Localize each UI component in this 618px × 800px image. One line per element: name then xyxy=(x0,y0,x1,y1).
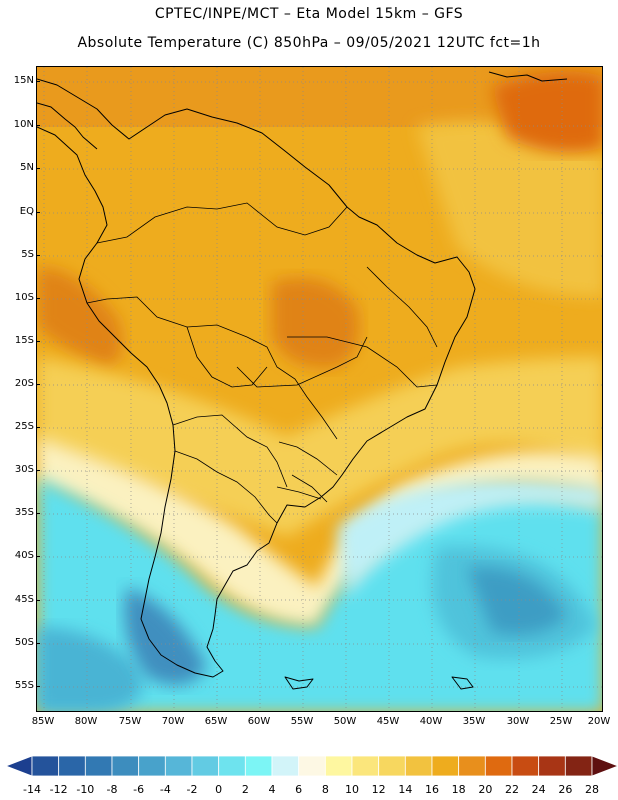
colorbar-label: -10 xyxy=(76,783,95,796)
colorbar-swatch xyxy=(564,755,593,777)
colorbar-swatch xyxy=(511,755,540,777)
coastlines xyxy=(37,71,568,690)
colorbar-label: 6 xyxy=(295,783,303,796)
lon-label-30w: 30W xyxy=(506,716,530,727)
lon-label-45w: 45W xyxy=(376,716,400,727)
colorbar-label: 0 xyxy=(215,783,223,796)
colorbar-label: -6 xyxy=(133,783,145,796)
colorbar-label: 10 xyxy=(345,783,359,796)
country-borders xyxy=(86,202,438,524)
lon-label-35w: 35W xyxy=(462,716,486,727)
temperature-map xyxy=(36,66,603,712)
colorbar-swatch xyxy=(298,755,326,777)
atlantic-coldest-patch xyxy=(467,566,567,635)
light-cyan-front xyxy=(337,480,602,597)
colorbar-label: 22 xyxy=(505,783,519,796)
colorbar-label: 16 xyxy=(425,783,439,796)
colorbar-label: 26 xyxy=(558,783,573,796)
colorbar-swatch xyxy=(138,755,166,777)
lon-label-65w: 65W xyxy=(204,716,228,727)
colorbar-swatch xyxy=(404,755,433,777)
colorbar-label: -14 xyxy=(23,783,41,796)
colorbar-swatch xyxy=(324,755,353,777)
atlantic-yellow-patch xyxy=(417,121,602,297)
map-title-line-2: Absolute Temperature (C) 850hPa – 09/05/… xyxy=(77,35,541,51)
lon-label-60w: 60W xyxy=(247,716,271,727)
lat-label-55s: 55S xyxy=(4,680,40,691)
pacific-cold-patch xyxy=(37,627,142,711)
colorbar-label: -8 xyxy=(106,783,118,796)
colorbar-label: 20 xyxy=(478,783,493,796)
lon-label-55w: 55W xyxy=(290,716,314,727)
colorbar-label: -12 xyxy=(49,783,68,796)
graticule xyxy=(37,67,602,711)
colorbar-label: 8 xyxy=(321,783,329,796)
patagonia-cold-patch xyxy=(124,587,207,685)
colorbar-swatch xyxy=(31,755,60,777)
lat-label-25s: 25S xyxy=(4,421,40,432)
colorbar-label: -2 xyxy=(186,783,198,796)
colorbar-label: 14 xyxy=(398,783,413,796)
caribbean-hot-patch xyxy=(492,71,602,153)
lon-label-25w: 25W xyxy=(549,716,573,727)
lon-label-40w: 40W xyxy=(419,716,443,727)
colorbar-label: 24 xyxy=(531,783,546,796)
lon-label-70w: 70W xyxy=(161,716,185,727)
colorbar-swatch xyxy=(191,755,220,777)
lat-label-10s: 10S xyxy=(4,292,40,303)
lat-label-35s: 35S xyxy=(4,507,40,518)
lon-label-80w: 80W xyxy=(74,716,98,727)
lon-label-20w: 20W xyxy=(587,716,611,727)
lat-label-20s: 20S xyxy=(4,378,40,389)
colorbar-label: 28 xyxy=(585,783,599,796)
colorbar-label: 18 xyxy=(451,783,466,796)
colorbar-swatch xyxy=(591,755,618,777)
colorbar-swatch xyxy=(58,755,86,777)
lat-label-eq: EQ xyxy=(4,206,40,217)
colorbar-swatch xyxy=(538,755,566,777)
lat-label-10n: 10N xyxy=(4,119,40,130)
lat-label-15s: 15S xyxy=(4,335,40,346)
colorbar-swatch xyxy=(6,755,33,777)
lat-label-5s: 5S xyxy=(4,249,40,260)
colorbar-swatch xyxy=(111,755,140,777)
colorbar-swatch xyxy=(271,755,300,777)
colorbar-swatch xyxy=(378,755,406,777)
colorbar-label: 12 xyxy=(371,783,386,796)
colorbar-swatch xyxy=(458,755,486,777)
colorbar-swatch xyxy=(84,755,113,777)
lon-label-85w: 85W xyxy=(31,716,55,727)
lon-label-75w: 75W xyxy=(118,716,142,727)
lat-label-30s: 30S xyxy=(4,464,40,475)
colorbar-label: -4 xyxy=(159,783,171,796)
colorbar-label: 4 xyxy=(268,783,276,796)
yellow-transition-band xyxy=(37,357,602,537)
map-title-line-1: CPTEC/INPE/MCT – Eta Model 15km – GFS xyxy=(154,6,464,22)
colorbar-swatch xyxy=(164,755,193,777)
colorbar-swatch xyxy=(351,755,380,777)
temperature-colorbar xyxy=(6,755,618,777)
lat-label-40s: 40S xyxy=(4,550,40,561)
colorbar-swatch xyxy=(244,755,273,777)
temperature-field xyxy=(37,67,602,711)
colorbar-swatch xyxy=(484,755,513,777)
lat-label-45s: 45S xyxy=(4,594,40,605)
lat-label-5n: 5N xyxy=(4,162,40,173)
lon-label-50w: 50W xyxy=(333,716,357,727)
lat-label-15n: 15N xyxy=(4,75,40,86)
colorbar-swatch xyxy=(431,755,460,777)
colorbar-label: 2 xyxy=(241,783,249,796)
lat-label-50s: 50S xyxy=(4,637,40,648)
colorbar-swatch xyxy=(218,755,246,777)
central-brazil-hot-patch xyxy=(272,277,360,368)
